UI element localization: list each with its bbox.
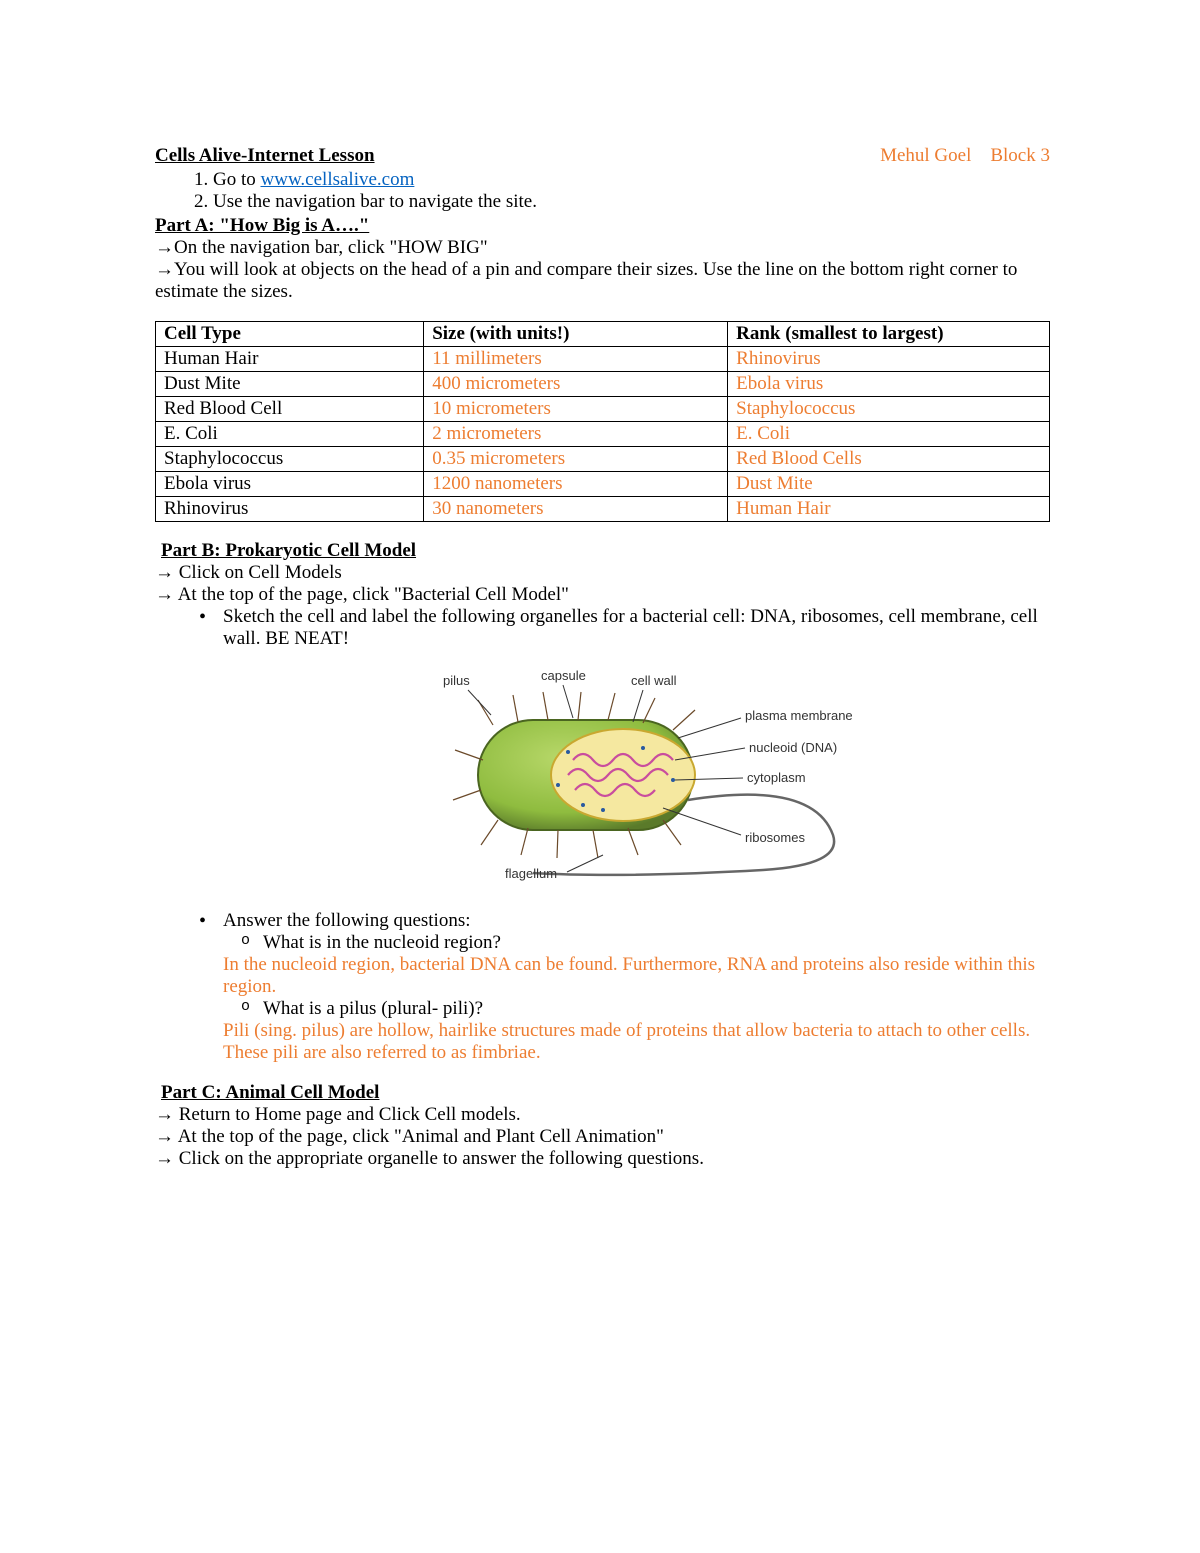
table-row: Rhinovirus30 nanometersHuman Hair (156, 497, 1050, 522)
student-info: Mehul Goel Block 3 (880, 145, 1050, 167)
table-row: Human Hair11 millimetersRhinovirus (156, 347, 1050, 372)
label-nucleoid: nucleoid (DNA) (749, 740, 837, 755)
step-text: At the top of the page, click "Animal an… (178, 1126, 664, 1147)
cell: 10 micrometers (424, 397, 728, 422)
block-label: Block 3 (990, 145, 1050, 166)
step-text: You will look at objects on the head of … (155, 259, 1017, 302)
cell: Dust Mite (156, 372, 424, 397)
cell: Staphylococcus (728, 397, 1050, 422)
label-capsule: capsule (541, 668, 586, 683)
part-b-step: → At the top of the page, click "Bacteri… (155, 584, 1050, 606)
lesson-title: Cells Alive-Internet Lesson (155, 145, 375, 167)
step-text: Click on the appropriate organelle to an… (179, 1148, 704, 1169)
label-flagellum: flagellum (505, 866, 557, 881)
cell: 2 micrometers (424, 422, 728, 447)
question: What is in the nucleoid region? (195, 932, 1050, 954)
table-row: Red Blood Cell10 micrometersStaphylococc… (156, 397, 1050, 422)
cell: 11 millimeters (424, 347, 728, 372)
part-c-title: Part C: Animal Cell Model (161, 1082, 1050, 1104)
part-a-title: Part A: "How Big is A…." (155, 215, 1050, 237)
cytoplasm-region (551, 729, 695, 821)
cell: Ebola virus (728, 372, 1050, 397)
col-header: Size (with units!) (424, 322, 728, 347)
step-text: At the top of the page, click "Bacterial… (178, 584, 569, 605)
cell: Rhinovirus (156, 497, 424, 522)
part-b-step: → Click on Cell Models (155, 562, 1050, 584)
bullet-item: Sketch the cell and label the following … (195, 606, 1050, 650)
table-row: E. Coli2 micrometersE. Coli (156, 422, 1050, 447)
instruction-list: Go to www.cellsalive.com Use the navigat… (155, 169, 1050, 213)
label-cytoplasm: cytoplasm (747, 770, 806, 785)
table-row: Staphylococcus0.35 micrometersRed Blood … (156, 447, 1050, 472)
part-a-step: →You will look at objects on the head of… (155, 259, 1050, 303)
cell: 1200 nanometers (424, 472, 728, 497)
label-ribosomes: ribosomes (745, 830, 805, 845)
answer-text: Pili (sing. pilus) are hollow, hairlike … (195, 1020, 1050, 1064)
step-text: Click on Cell Models (179, 562, 342, 583)
bacterial-cell-diagram: pilus capsule cell wall plasma membrane … (155, 660, 1050, 896)
label-pilus: pilus (443, 673, 470, 688)
cell: Rhinovirus (728, 347, 1050, 372)
col-header: Cell Type (156, 322, 424, 347)
table-row: Ebola virus1200 nanometersDust Mite (156, 472, 1050, 497)
answer-text: In the nucleoid region, bacterial DNA ca… (195, 954, 1050, 998)
instruction-text: Go to (213, 169, 261, 190)
table-row: Dust Mite400 micrometersEbola virus (156, 372, 1050, 397)
cell: 400 micrometers (424, 372, 728, 397)
cell: E. Coli (728, 422, 1050, 447)
label-plasma-membrane: plasma membrane (745, 708, 853, 723)
instruction-item: Use the navigation bar to navigate the s… (213, 191, 1050, 213)
student-name: Mehul Goel (880, 145, 971, 166)
label-cell-wall: cell wall (631, 673, 677, 688)
cell: E. Coli (156, 422, 424, 447)
cell: Human Hair (728, 497, 1050, 522)
cell: Ebola virus (156, 472, 424, 497)
cell: Staphylococcus (156, 447, 424, 472)
part-b-title: Part B: Prokaryotic Cell Model (161, 540, 1050, 562)
cellsalive-link[interactable]: www.cellsalive.com (261, 169, 415, 190)
cell: Dust Mite (728, 472, 1050, 497)
question: What is a pilus (plural- pili)? (195, 998, 1050, 1020)
size-table: Cell Type Size (with units!) Rank (small… (155, 321, 1050, 522)
part-c-step: → Return to Home page and Click Cell mod… (155, 1104, 1050, 1126)
cell: Red Blood Cell (156, 397, 424, 422)
part-c-step: → At the top of the page, click "Animal … (155, 1126, 1050, 1148)
cell: 30 nanometers (424, 497, 728, 522)
step-text: Return to Home page and Click Cell model… (179, 1104, 521, 1125)
instruction-item: Go to www.cellsalive.com (213, 169, 1050, 191)
col-header: Rank (smallest to largest) (728, 322, 1050, 347)
bullet-item: Answer the following questions: (195, 910, 1050, 932)
cell: Red Blood Cells (728, 447, 1050, 472)
part-c-step: → Click on the appropriate organelle to … (155, 1148, 1050, 1170)
step-text: On the navigation bar, click "HOW BIG" (174, 237, 488, 258)
cell: Human Hair (156, 347, 424, 372)
cell: 0.35 micrometers (424, 447, 728, 472)
table-header-row: Cell Type Size (with units!) Rank (small… (156, 322, 1050, 347)
part-a-step: →On the navigation bar, click "HOW BIG" (155, 237, 1050, 259)
